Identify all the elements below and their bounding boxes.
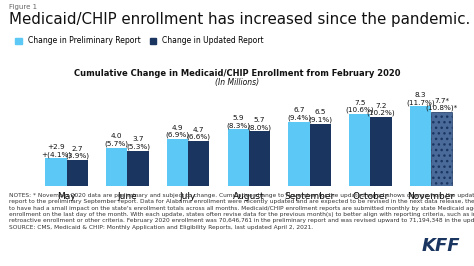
Text: 4.9
(6.9%): 4.9 (6.9%) (165, 125, 190, 138)
Text: Figure 1: Figure 1 (9, 4, 37, 10)
Bar (128, 151, 149, 186)
Text: 4.0
(5.7%): 4.0 (5.7%) (105, 134, 129, 147)
Text: KFF: KFF (421, 237, 460, 255)
Bar (310, 124, 331, 186)
Bar (349, 114, 370, 186)
Bar (66, 160, 88, 186)
Bar (46, 158, 66, 186)
Text: 7.2
(10.2%): 7.2 (10.2%) (367, 103, 395, 116)
Text: 2.7
(3.9%): 2.7 (3.9%) (65, 146, 89, 159)
Text: 4.7
(6.6%): 4.7 (6.6%) (187, 127, 211, 140)
Bar (167, 139, 188, 186)
Bar (188, 141, 210, 186)
Text: 3.7
(5.3%): 3.7 (5.3%) (126, 136, 150, 150)
Bar (370, 117, 392, 186)
Bar (106, 148, 128, 186)
Text: (In Millions): (In Millions) (215, 78, 259, 88)
Text: 5.7
(8.0%): 5.7 (8.0%) (247, 117, 272, 131)
Text: +2.9
+(4.1%): +2.9 +(4.1%) (41, 144, 71, 157)
Bar (228, 129, 249, 186)
Text: 6.7
(9.4%): 6.7 (9.4%) (287, 107, 311, 121)
Bar (431, 112, 452, 186)
Text: 8.3
(11.7%): 8.3 (11.7%) (406, 92, 435, 106)
Text: 7.5
(10.6%): 7.5 (10.6%) (346, 100, 374, 113)
Text: 7.7*
(10.8%)*: 7.7* (10.8%)* (426, 98, 458, 111)
Text: 5.9
(8.3%): 5.9 (8.3%) (226, 115, 250, 129)
Bar (249, 131, 270, 186)
Text: NOTES: * November 2020 data are preliminary and subject to change. Cumulative ch: NOTES: * November 2020 data are prelimin… (9, 193, 474, 230)
Text: Cumulative Change in Medicaid/CHIP Enrollment from February 2020: Cumulative Change in Medicaid/CHIP Enrol… (74, 69, 400, 78)
Bar (410, 106, 431, 186)
Legend: Change in Preliminary Report, Change in Updated Report: Change in Preliminary Report, Change in … (16, 36, 264, 45)
Text: 6.5
(9.1%): 6.5 (9.1%) (308, 109, 332, 123)
Text: Medicaid/CHIP enrollment has increased since the pandemic.: Medicaid/CHIP enrollment has increased s… (9, 12, 471, 27)
Bar (288, 122, 310, 186)
